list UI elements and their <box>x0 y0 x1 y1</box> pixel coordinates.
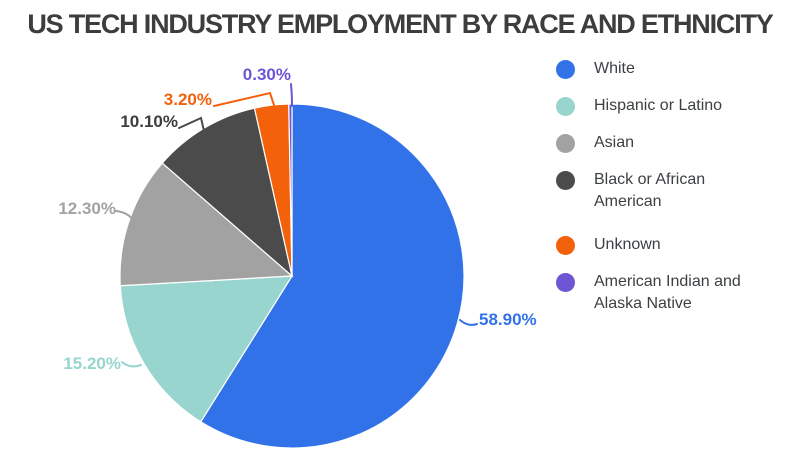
pie-slice-2[interactable] <box>119 162 294 287</box>
leader-line-black <box>178 116 205 132</box>
legend-label-amindian: American Indian and Alaska Native <box>594 273 741 312</box>
legend-label-unknown: Unknown <box>594 236 661 253</box>
legend-swatch-unknown-icon <box>556 236 575 255</box>
value-label-white: 58.90% <box>479 310 537 329</box>
leader-line-amindian <box>290 83 293 107</box>
legend-label-asian: Asian <box>594 134 635 151</box>
legend-item-asian: Asian <box>556 132 742 154</box>
legend-item-black: Black or African American <box>556 169 742 213</box>
value-label-unknown: 3.20% <box>163 90 212 109</box>
value-label-hispanic: 15.20% <box>63 354 121 373</box>
chart-title: US TECH INDUSTRY EMPLOYMENT BY RACE AND … <box>27 9 773 39</box>
leader-line-white <box>459 319 478 326</box>
pie-chart <box>115 83 478 449</box>
leader-line-hispanic <box>121 361 142 368</box>
legend-swatch-black-icon <box>556 171 575 190</box>
value-label-asian: 12.30% <box>58 199 116 218</box>
legend-swatch-asian-icon <box>556 134 575 153</box>
legend-item-hispanic: Hispanic or Latino <box>556 95 742 117</box>
leader-line-asian <box>115 210 136 223</box>
legend-item-unknown: Unknown <box>556 234 742 256</box>
legend-swatch-amindian-icon <box>556 273 575 292</box>
legend-swatch-hispanic-icon <box>556 97 575 116</box>
legend-label-black: Black or African American <box>594 171 706 210</box>
pie-slices-group <box>119 103 465 449</box>
legend-swatch-white-icon <box>556 60 575 79</box>
legend-label-white: White <box>594 60 635 77</box>
value-label-black: 10.10% <box>120 112 178 131</box>
legend-item-amindian: American Indian and Alaska Native <box>556 271 742 315</box>
leader-line-unknown <box>213 91 275 107</box>
legend-item-white: White <box>556 58 742 80</box>
pie-slice-1[interactable] <box>119 275 294 423</box>
pie-slice-0[interactable] <box>199 103 465 449</box>
value-label-amindian: 0.30% <box>242 65 291 84</box>
legend-label-hispanic: Hispanic or Latino <box>594 97 723 114</box>
